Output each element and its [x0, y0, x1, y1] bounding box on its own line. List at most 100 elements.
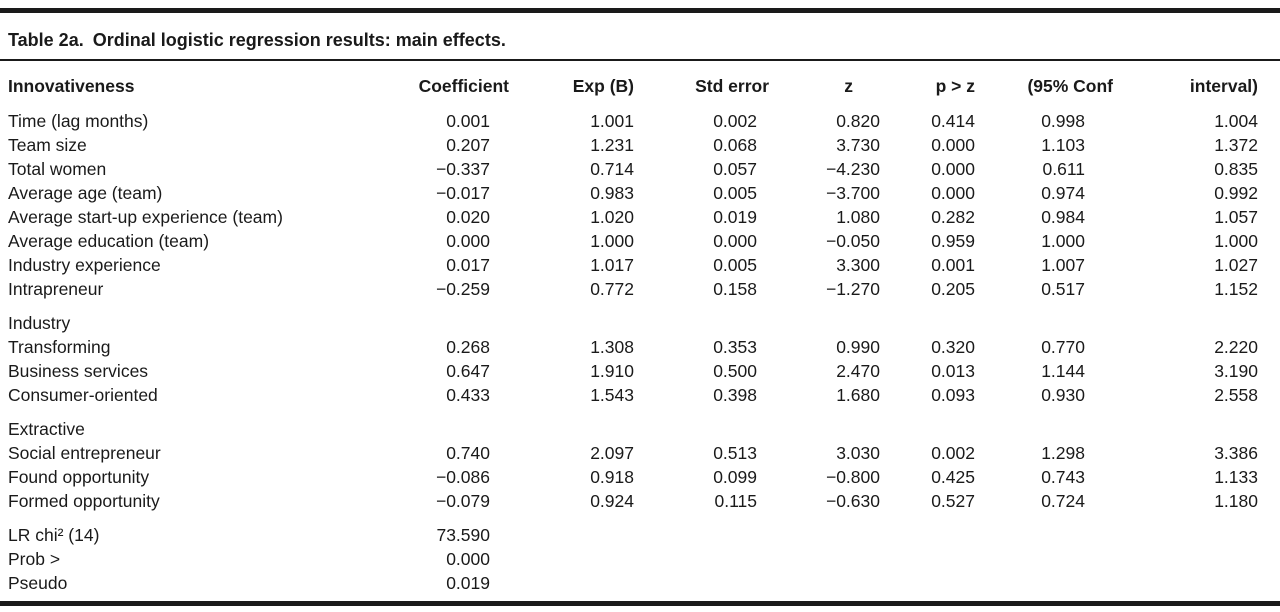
- column-header-exp-b: Exp (B): [572, 76, 634, 96]
- paper-table-page: Table 2a. Ordinal logistic regression res…: [0, 8, 1280, 612]
- value-cell: 0.959: [931, 231, 975, 251]
- value-cell: 1.231: [590, 135, 634, 155]
- value-cell: 1.004: [1214, 111, 1258, 131]
- value-cell: [509, 547, 634, 571]
- spacer-cell: [8, 513, 1258, 523]
- value-cell: 0.930: [1041, 385, 1085, 405]
- value-cell: −4.230: [825, 159, 880, 179]
- value-cell: 0.002: [713, 111, 757, 131]
- value-cell: 0.099: [713, 467, 757, 487]
- value-cell: 0.013: [931, 361, 975, 381]
- value-cell: 1.000: [1214, 231, 1258, 251]
- row-label: Time (lag months): [8, 111, 149, 131]
- value-cell: 1.308: [590, 337, 634, 357]
- value-cell: 0.353: [713, 337, 757, 357]
- table-row: Pseudo 0.019: [8, 571, 1258, 595]
- value-cell: 0.320: [931, 337, 975, 357]
- value-cell: 0.998: [1041, 111, 1085, 131]
- value-cell: 0.093: [931, 385, 975, 405]
- row-label: Consumer-oriented: [8, 385, 158, 405]
- value-cell: 0.984: [1041, 207, 1085, 227]
- value-cell: 0.724: [1041, 491, 1085, 511]
- value-cell: 0.513: [713, 443, 757, 463]
- value-cell: 1.180: [1214, 491, 1258, 511]
- value-cell: 2.097: [590, 443, 634, 463]
- column-header-innovativeness: Innovativeness: [8, 76, 135, 96]
- value-cell: 0.017: [446, 255, 490, 275]
- value-cell: −0.630: [825, 491, 880, 511]
- row-label: Average start-up experience (team): [8, 207, 283, 227]
- value-cell: 0.772: [590, 279, 634, 299]
- row-label: Prob >: [8, 549, 61, 569]
- value-cell: 1.298: [1041, 443, 1085, 463]
- table-row: Consumer-oriented 0.433 1.543 0.398 1.680 0.0…: [8, 383, 1258, 407]
- value-cell: 0.517: [1041, 279, 1085, 299]
- value-cell: 0.005: [713, 183, 757, 203]
- value-cell: 0.000: [931, 135, 975, 155]
- value-cell: 2.470: [836, 361, 880, 381]
- table-row: Average start-up experience (team) 0.020 1…: [8, 205, 1258, 229]
- table-title: Table 2a. Ordinal logistic regression res…: [8, 29, 1272, 51]
- regression-table: Innovativeness Coefficient Exp (B) Std e…: [8, 74, 1258, 595]
- value-cell: 3.030: [836, 443, 880, 463]
- value-cell: −0.079: [435, 491, 490, 511]
- row-label: Transforming: [8, 337, 111, 357]
- value-cell: 0.000: [446, 231, 490, 251]
- value-cell: 0.000: [713, 231, 757, 251]
- value-cell: [975, 571, 1113, 595]
- table-row: Prob > 0.000: [8, 547, 1258, 571]
- value-cell: 73.590: [436, 525, 490, 545]
- row-label: Average education (team): [8, 231, 210, 251]
- value-cell: 0.770: [1041, 337, 1085, 357]
- value-cell: [975, 523, 1113, 547]
- bottom-rule: [0, 601, 1280, 606]
- section-spacer: [8, 301, 1258, 311]
- row-label: Intrapreneur: [8, 279, 104, 299]
- value-cell: 0.398: [713, 385, 757, 405]
- value-cell: 0.743: [1041, 467, 1085, 487]
- table-title-text: Ordinal logistic regression results: mai…: [92, 30, 506, 50]
- value-cell: [1113, 571, 1258, 595]
- header-row: Innovativeness Coefficient Exp (B) Std e…: [8, 74, 1258, 109]
- table-body: Time (lag months) 0.001 1.001 0.002 0.820 0.4…: [8, 109, 1258, 595]
- column-header-coefficient: Coefficient: [418, 76, 509, 96]
- value-cell: 0.268: [446, 337, 490, 357]
- column-header-conf-upper: interval): [1189, 76, 1258, 96]
- value-cell: 1.080: [836, 207, 880, 227]
- row-label: LR chi² (14): [8, 525, 100, 545]
- value-cell: 0.983: [590, 183, 634, 203]
- value-cell: [634, 571, 769, 595]
- section-header-label: Extractive: [8, 419, 85, 439]
- value-cell: 0.019: [713, 207, 757, 227]
- value-cell: [769, 571, 880, 595]
- title-rule: [0, 59, 1280, 61]
- value-cell: 0.918: [590, 467, 634, 487]
- value-cell: 1.017: [590, 255, 634, 275]
- row-label: Industry experience: [8, 255, 161, 275]
- value-cell: −0.259: [435, 279, 490, 299]
- value-cell: 1.910: [590, 361, 634, 381]
- section-header-row: Industry: [8, 311, 1258, 335]
- section-header-label: Industry: [8, 313, 71, 333]
- table-row: Team size 0.207 1.231 0.068 3.730 0.000 1.103 1…: [8, 133, 1258, 157]
- value-cell: 1.027: [1214, 255, 1258, 275]
- value-cell: 0.835: [1214, 159, 1258, 179]
- value-cell: 0.974: [1041, 183, 1085, 203]
- value-cell: 0.992: [1214, 183, 1258, 203]
- value-cell: 0.019: [446, 573, 490, 593]
- table-row: Industry experience 0.017 1.017 0.005 3.300 0…: [8, 253, 1258, 277]
- value-cell: −3.700: [825, 183, 880, 203]
- value-cell: 0.990: [836, 337, 880, 357]
- value-cell: 1.001: [590, 111, 634, 131]
- column-header-conf-lower: (95% Conf: [1027, 76, 1113, 96]
- value-cell: 3.730: [836, 135, 880, 155]
- value-cell: 0.000: [446, 549, 490, 569]
- column-header-z: z: [844, 76, 853, 96]
- table-number: Table 2a.: [8, 30, 84, 50]
- table-row: Average education (team) 0.000 1.000 0.000 −…: [8, 229, 1258, 253]
- value-cell: [880, 523, 975, 547]
- value-cell: 0.020: [446, 207, 490, 227]
- value-cell: 0.057: [713, 159, 757, 179]
- value-cell: 1.680: [836, 385, 880, 405]
- column-header-std-error: Std error: [695, 76, 769, 96]
